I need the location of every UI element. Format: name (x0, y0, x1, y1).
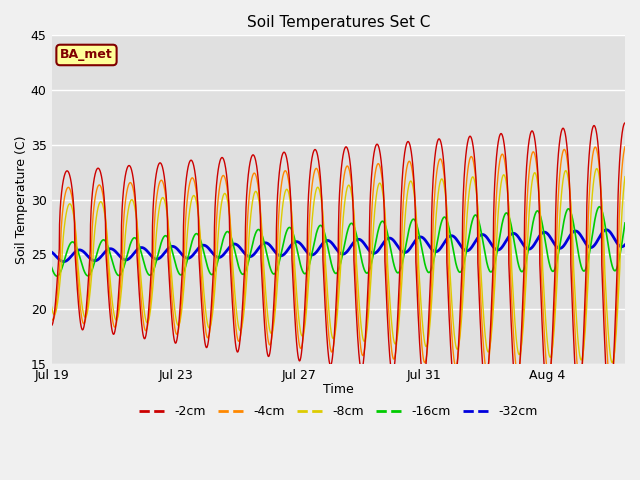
Y-axis label: Soil Temperature (C): Soil Temperature (C) (15, 135, 28, 264)
Legend: -2cm, -4cm, -8cm, -16cm, -32cm: -2cm, -4cm, -8cm, -16cm, -32cm (134, 400, 543, 423)
Title: Soil Temperatures Set C: Soil Temperatures Set C (246, 15, 430, 30)
Text: BA_met: BA_met (60, 48, 113, 61)
X-axis label: Time: Time (323, 383, 354, 396)
